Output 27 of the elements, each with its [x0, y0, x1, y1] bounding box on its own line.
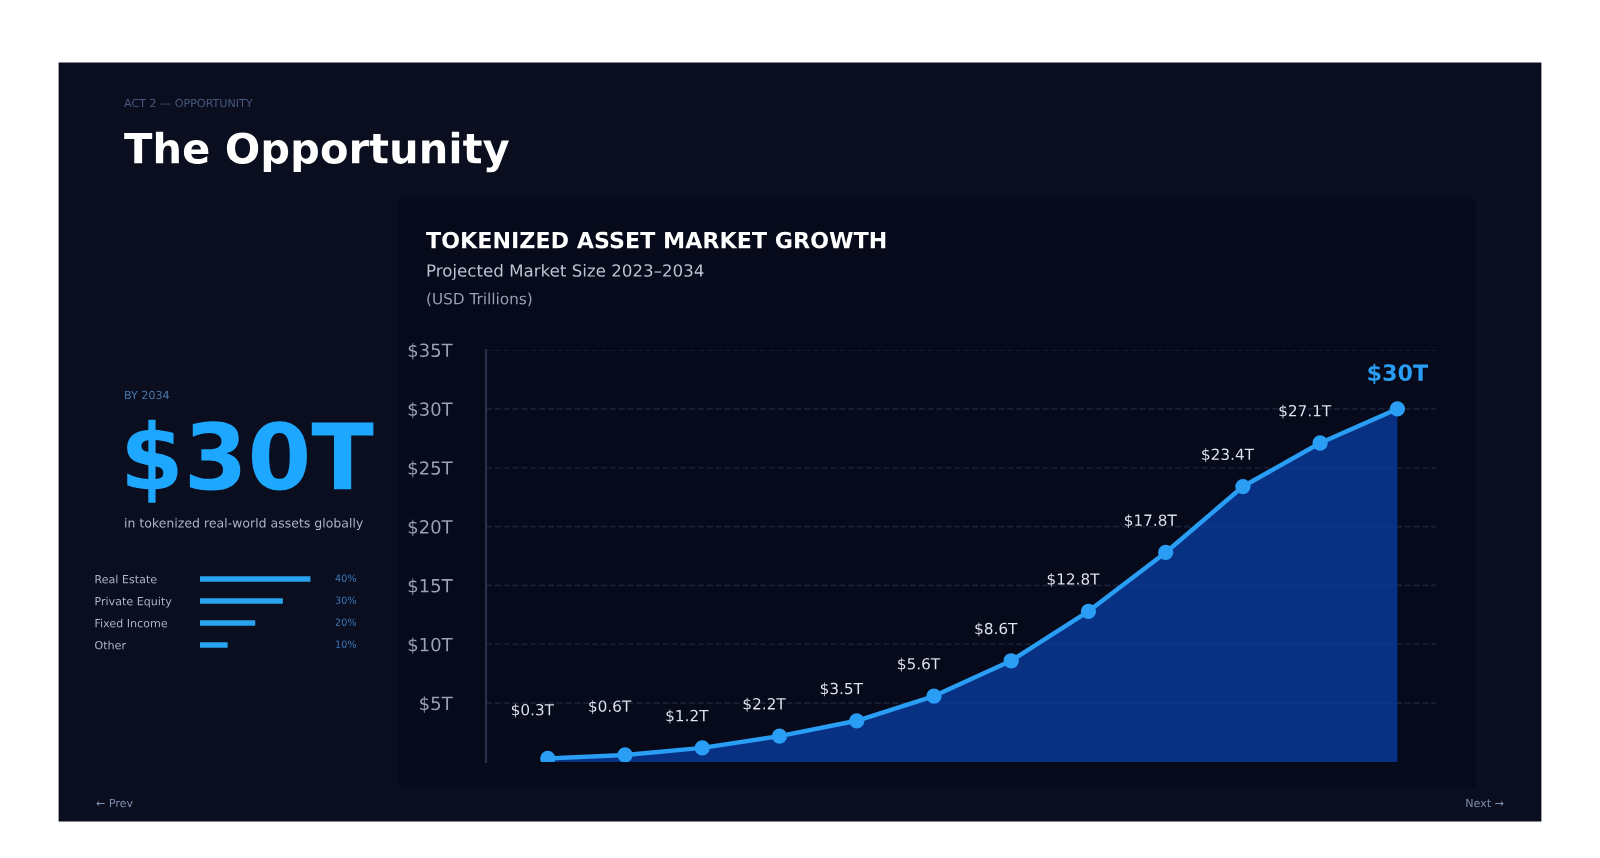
y-tick-label: $20T [408, 519, 453, 537]
point [694, 740, 710, 756]
point [849, 713, 865, 729]
y-tick-label: $25T [408, 460, 453, 478]
bar [200, 576, 311, 582]
point [1080, 603, 1097, 619]
bar [200, 642, 228, 648]
chart-title: TOKENIZED ASSET MARKET GROWTH [426, 231, 886, 249]
point [1389, 401, 1406, 417]
chart-subtitle: Projected Market Size 2023–2034 [427, 263, 704, 281]
point [1003, 653, 1019, 669]
point [771, 728, 788, 744]
text: The Opportunity [124, 131, 509, 173]
point [926, 688, 942, 704]
y-tick-label: $30T [408, 402, 453, 419]
text: $30T [1368, 363, 1429, 384]
y-tick-label: $35T [408, 343, 453, 360]
y-tick-label: $10T [408, 637, 453, 654]
point [1235, 478, 1251, 495]
point [1158, 544, 1174, 561]
y-tick-label: $15T [408, 578, 453, 595]
bar [200, 620, 256, 626]
point [617, 747, 633, 762]
y-tick-label: $5T [420, 696, 453, 713]
point [1312, 435, 1328, 451]
bar [200, 598, 283, 604]
point [540, 750, 556, 762]
